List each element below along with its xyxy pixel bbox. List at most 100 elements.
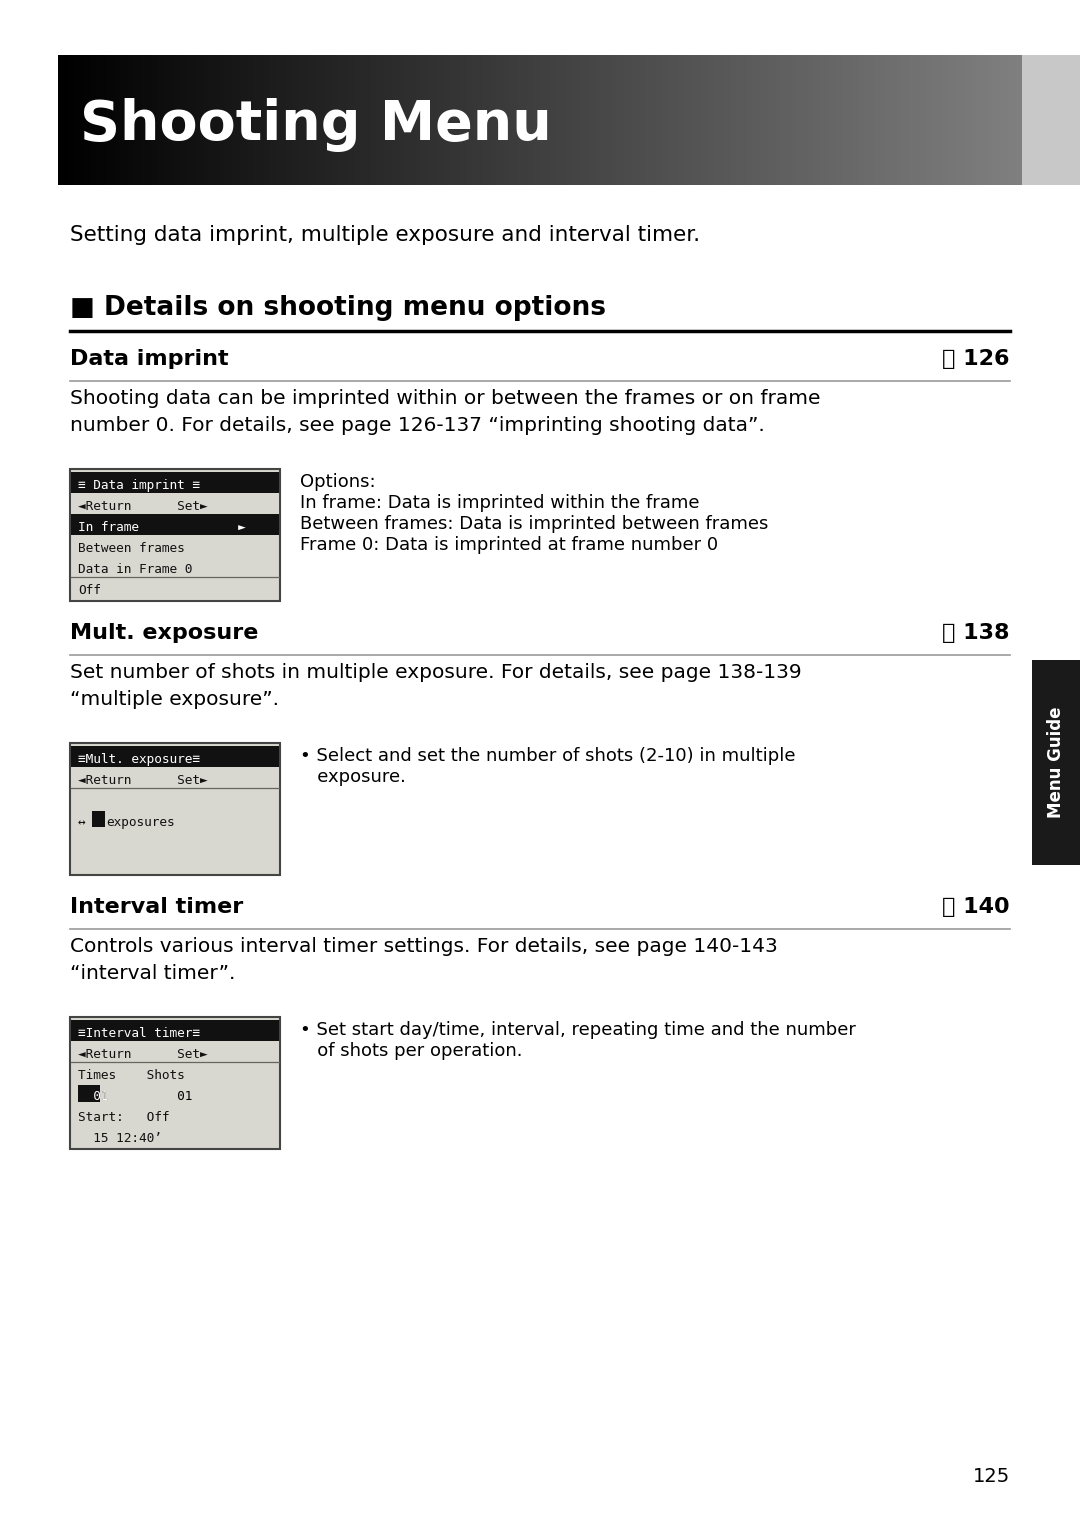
Bar <box>112 55 117 185</box>
Bar <box>424 55 429 185</box>
Bar <box>990 55 994 185</box>
Bar <box>592 55 596 185</box>
Bar <box>283 55 287 185</box>
Bar <box>1022 55 1080 185</box>
Bar <box>161 55 165 185</box>
Bar <box>784 55 788 185</box>
Bar <box>765 55 769 185</box>
Bar <box>84 55 87 185</box>
Bar <box>602 55 605 185</box>
Bar <box>823 55 827 185</box>
Text: In frame             ►: In frame ► <box>78 522 246 534</box>
Bar <box>626 55 631 185</box>
Bar <box>996 55 1000 185</box>
Text: Times    Shots: Times Shots <box>78 1070 185 1082</box>
Bar <box>855 55 859 185</box>
Text: Options:: Options: <box>300 473 376 491</box>
Bar <box>735 55 740 185</box>
Text: Controls various interval timer settings. For details, see page 140-143
“interva: Controls various interval timer settings… <box>70 937 778 983</box>
Bar <box>138 55 143 185</box>
Bar <box>636 55 640 185</box>
Bar <box>296 55 300 185</box>
Bar <box>444 55 448 185</box>
Bar <box>488 55 492 185</box>
Bar <box>546 55 551 185</box>
Bar <box>585 55 590 185</box>
Bar <box>106 55 110 185</box>
Text: 01: 01 <box>78 1090 117 1103</box>
Bar <box>620 55 624 185</box>
Text: Mult. exposure: Mult. exposure <box>70 623 258 642</box>
Bar <box>829 55 834 185</box>
Bar <box>241 55 245 185</box>
Bar <box>238 55 242 185</box>
Bar <box>893 55 897 185</box>
Bar <box>739 55 743 185</box>
Bar <box>203 55 206 185</box>
Bar <box>800 55 805 185</box>
Bar <box>874 55 878 185</box>
Bar <box>906 55 910 185</box>
Bar <box>768 55 772 185</box>
Bar <box>955 55 959 185</box>
Bar <box>213 55 216 185</box>
Bar <box>347 55 351 185</box>
Text: Setting data imprint, multiple exposure and interval timer.: Setting data imprint, multiple exposure … <box>70 224 700 246</box>
Text: ≡Interval timer≡: ≡Interval timer≡ <box>78 1027 200 1041</box>
Text: 01         01: 01 01 <box>78 1090 192 1103</box>
Bar <box>589 55 593 185</box>
Bar <box>491 55 496 185</box>
Bar <box>328 55 333 185</box>
Bar <box>71 1019 279 1041</box>
Bar <box>987 55 990 185</box>
Bar <box>1015 55 1020 185</box>
Bar <box>408 55 413 185</box>
Bar <box>572 55 577 185</box>
Text: 15 12:40’: 15 12:40’ <box>78 1132 162 1144</box>
Text: ⓘ 138: ⓘ 138 <box>943 623 1010 642</box>
Bar <box>93 55 97 185</box>
Text: ≡ Data imprint ≡: ≡ Data imprint ≡ <box>78 479 200 493</box>
Bar <box>1032 661 1080 865</box>
Bar <box>402 55 406 185</box>
Bar <box>890 55 894 185</box>
Bar <box>379 55 383 185</box>
Bar <box>1012 55 1016 185</box>
Bar <box>527 55 531 185</box>
Bar <box>865 55 868 185</box>
Bar <box>389 55 393 185</box>
Bar <box>833 55 837 185</box>
Bar <box>206 55 210 185</box>
Bar <box>180 55 185 185</box>
Bar <box>633 55 637 185</box>
Bar <box>745 55 750 185</box>
Bar <box>846 55 850 185</box>
Text: • Set start day/time, interval, repeating time and the number: • Set start day/time, interval, repeatin… <box>300 1021 855 1039</box>
Bar <box>463 55 467 185</box>
Text: Set number of shots in multiple exposure. For details, see page 138-139
“multipl: Set number of shots in multiple exposure… <box>70 662 801 710</box>
Bar <box>675 55 679 185</box>
Bar <box>289 55 294 185</box>
Bar <box>659 55 663 185</box>
Bar <box>646 55 650 185</box>
Bar <box>154 55 159 185</box>
Bar <box>70 1016 280 1149</box>
Bar <box>839 55 843 185</box>
Bar <box>550 55 554 185</box>
Bar <box>724 55 727 185</box>
Bar <box>820 55 824 185</box>
Bar <box>345 55 348 185</box>
Bar <box>225 55 229 185</box>
Bar <box>264 55 268 185</box>
Bar <box>177 55 181 185</box>
Bar <box>78 1085 100 1102</box>
Bar <box>122 55 126 185</box>
Bar <box>460 55 464 185</box>
Bar <box>293 55 297 185</box>
Bar <box>103 55 107 185</box>
Text: Data imprint: Data imprint <box>70 349 229 369</box>
Bar <box>447 55 451 185</box>
Bar <box>566 55 570 185</box>
Bar <box>807 55 811 185</box>
Bar <box>273 55 278 185</box>
